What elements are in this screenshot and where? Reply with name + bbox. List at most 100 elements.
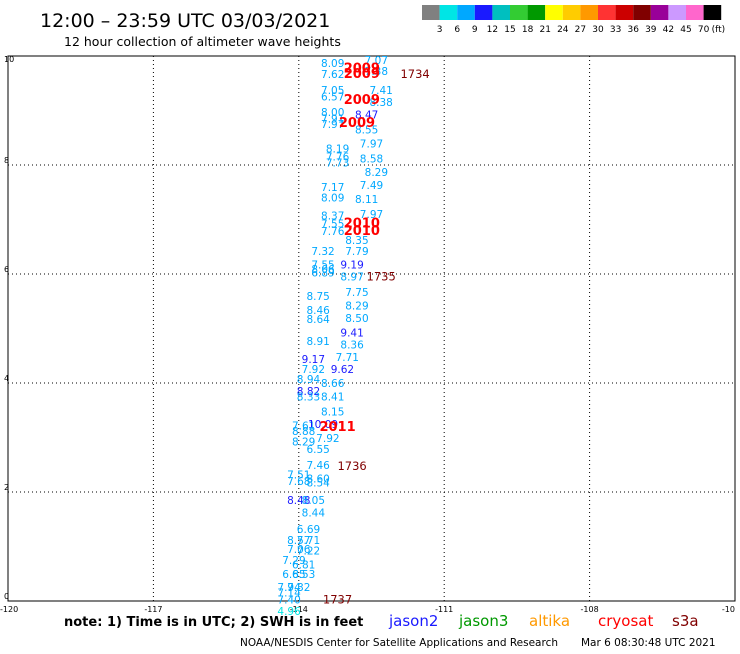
wave-height-label: 4.96: [277, 606, 301, 618]
latitude-tick-label: 8: [4, 156, 9, 165]
color-scale-tick: 15: [504, 25, 515, 35]
wave-height-label: 8.91: [306, 336, 329, 348]
wave-height-label: 8.82: [297, 386, 320, 398]
longitude-tick-label: -10: [722, 605, 735, 614]
wave-height-label: 8.94: [297, 374, 321, 386]
wave-height-label: 7.51: [287, 469, 310, 481]
color-scale-tick: 12: [487, 25, 498, 35]
wave-height-label: 7.97: [321, 119, 344, 131]
wave-height-label: 7.40: [277, 595, 300, 607]
longitude-tick-label: -117: [144, 605, 162, 614]
wave-height-label: 8.36: [340, 340, 364, 352]
pass-time-label: 1734: [400, 67, 429, 81]
color-scale-swatch: [633, 5, 651, 20]
wave-height-label: 8.06: [311, 264, 335, 276]
color-scale-swatch: [439, 5, 458, 20]
wave-height-label: 8.75: [306, 291, 329, 303]
wave-height-label: 8.48: [287, 495, 310, 507]
wave-height-label: 7.41: [369, 85, 392, 97]
color-scale-tick: 45: [680, 25, 691, 35]
wave-height-label: 9.17: [302, 354, 325, 366]
pass-time-labels: 2009200920092009201020102011173417351736…: [319, 61, 429, 606]
graticule-grid: [8, 56, 735, 601]
wave-height-label: 7.71: [297, 535, 320, 547]
wave-height-label: 9.41: [340, 328, 363, 340]
color-scale-swatch: [562, 5, 581, 20]
wave-height-label: 6.53: [292, 569, 315, 581]
wave-height-label: 7.61: [292, 420, 315, 432]
color-scale-swatch: [615, 5, 634, 20]
wave-height-label: 8.29: [365, 167, 388, 179]
color-scale-swatch: [474, 5, 493, 20]
wave-height-label: 8.41: [321, 391, 344, 403]
color-scale-tick: 18: [522, 25, 534, 35]
wave-height-label: 6.57: [321, 92, 344, 104]
color-scale-swatch: [492, 5, 510, 20]
wave-height-label: 7.06: [287, 544, 311, 556]
wave-height-label: 7.29: [282, 555, 305, 567]
wave-height-label: 8.38: [369, 97, 392, 109]
wave-height-label: 7.97: [360, 209, 383, 221]
wave-height-label: 7.55: [321, 219, 344, 231]
pass-time-label: 2010: [344, 224, 380, 239]
wave-height-label: 7.71: [336, 352, 359, 364]
color-scale-swatch: [703, 5, 722, 20]
latitude-tick-label: 6: [4, 265, 9, 274]
wave-height-label: 6.85: [282, 569, 305, 581]
color-scale-swatch: [545, 5, 563, 20]
latitude-tick-label: 4: [4, 374, 9, 383]
wave-height-label: 7.05: [321, 85, 344, 97]
color-scale-tick: 9: [472, 25, 478, 35]
wave-height-label: 7.92: [302, 364, 325, 376]
color-scale-tick: 70: [698, 25, 710, 35]
color-scale-swatch: [422, 5, 440, 20]
color-scale-swatch: [527, 5, 546, 20]
longitude-tick-label: -111: [435, 605, 453, 614]
color-scale-swatch: [510, 5, 528, 20]
color-scale-swatch: [668, 5, 686, 20]
wave-height-label: 7.94: [277, 582, 301, 594]
pass-time-label: 1736: [337, 459, 366, 473]
wave-height-label: 7.32: [287, 582, 310, 594]
wave-height-label: 6.55: [306, 444, 329, 456]
wave-height-label: 7.49: [360, 180, 383, 192]
wave-height-label: 8.33: [297, 391, 320, 403]
wave-height-label: 7.32: [311, 246, 334, 258]
color-scale-tick: 27: [575, 25, 586, 35]
wave-height-label: 8.09: [321, 193, 344, 205]
wave-height-label: 8.88: [292, 426, 315, 438]
wave-height-label: 7.73: [326, 158, 349, 170]
color-scale-swatch: [457, 5, 475, 20]
pass-time-label: 2009: [339, 116, 375, 131]
wave-height-label: 8.64: [306, 314, 330, 326]
wave-height-label: 8.55: [355, 124, 378, 136]
wave-height-label: 10.09: [308, 419, 338, 431]
satellite-legend-cryosat: cryosat: [598, 612, 653, 630]
wave-height-label: 8.15: [321, 407, 344, 419]
wave-height-label: 7.55: [311, 260, 334, 272]
wave-height-label: 8.60: [306, 474, 329, 486]
longitude-tick-label: -114: [290, 605, 308, 614]
latitude-tick-label: 0: [4, 592, 9, 601]
wave-height-label: 7.14: [277, 588, 301, 600]
wave-height-label: 8.47: [355, 110, 378, 122]
footer-timestamp: Mar 6 08:30:48 UTC 2021: [581, 637, 716, 649]
wave-height-label: 8.35: [345, 235, 368, 247]
pass-time-label: 1737: [323, 593, 352, 607]
color-scale-tick: 39: [645, 25, 657, 35]
wave-height-label: 9.62: [331, 364, 354, 376]
latitude-tick-label: 10: [4, 55, 14, 64]
wave-height-label: 7.22: [297, 546, 320, 558]
wave-height-label: 8.05: [302, 495, 325, 507]
color-scale-swatch: [686, 5, 704, 20]
map-title: 12:00 – 23:59 UTC 03/03/2021: [40, 10, 330, 32]
wave-height-label: 7.76: [321, 226, 345, 238]
color-scale-tick: 36: [627, 25, 639, 35]
wave-height-label: 7.92: [316, 433, 339, 445]
wave-height-label: 7.07: [365, 55, 388, 67]
color-scale-tick: 33: [610, 25, 621, 35]
pass-time-label: 2010: [344, 217, 380, 232]
wave-height-label: 6.81: [292, 559, 315, 571]
wave-height-label: 8.57: [287, 535, 310, 547]
